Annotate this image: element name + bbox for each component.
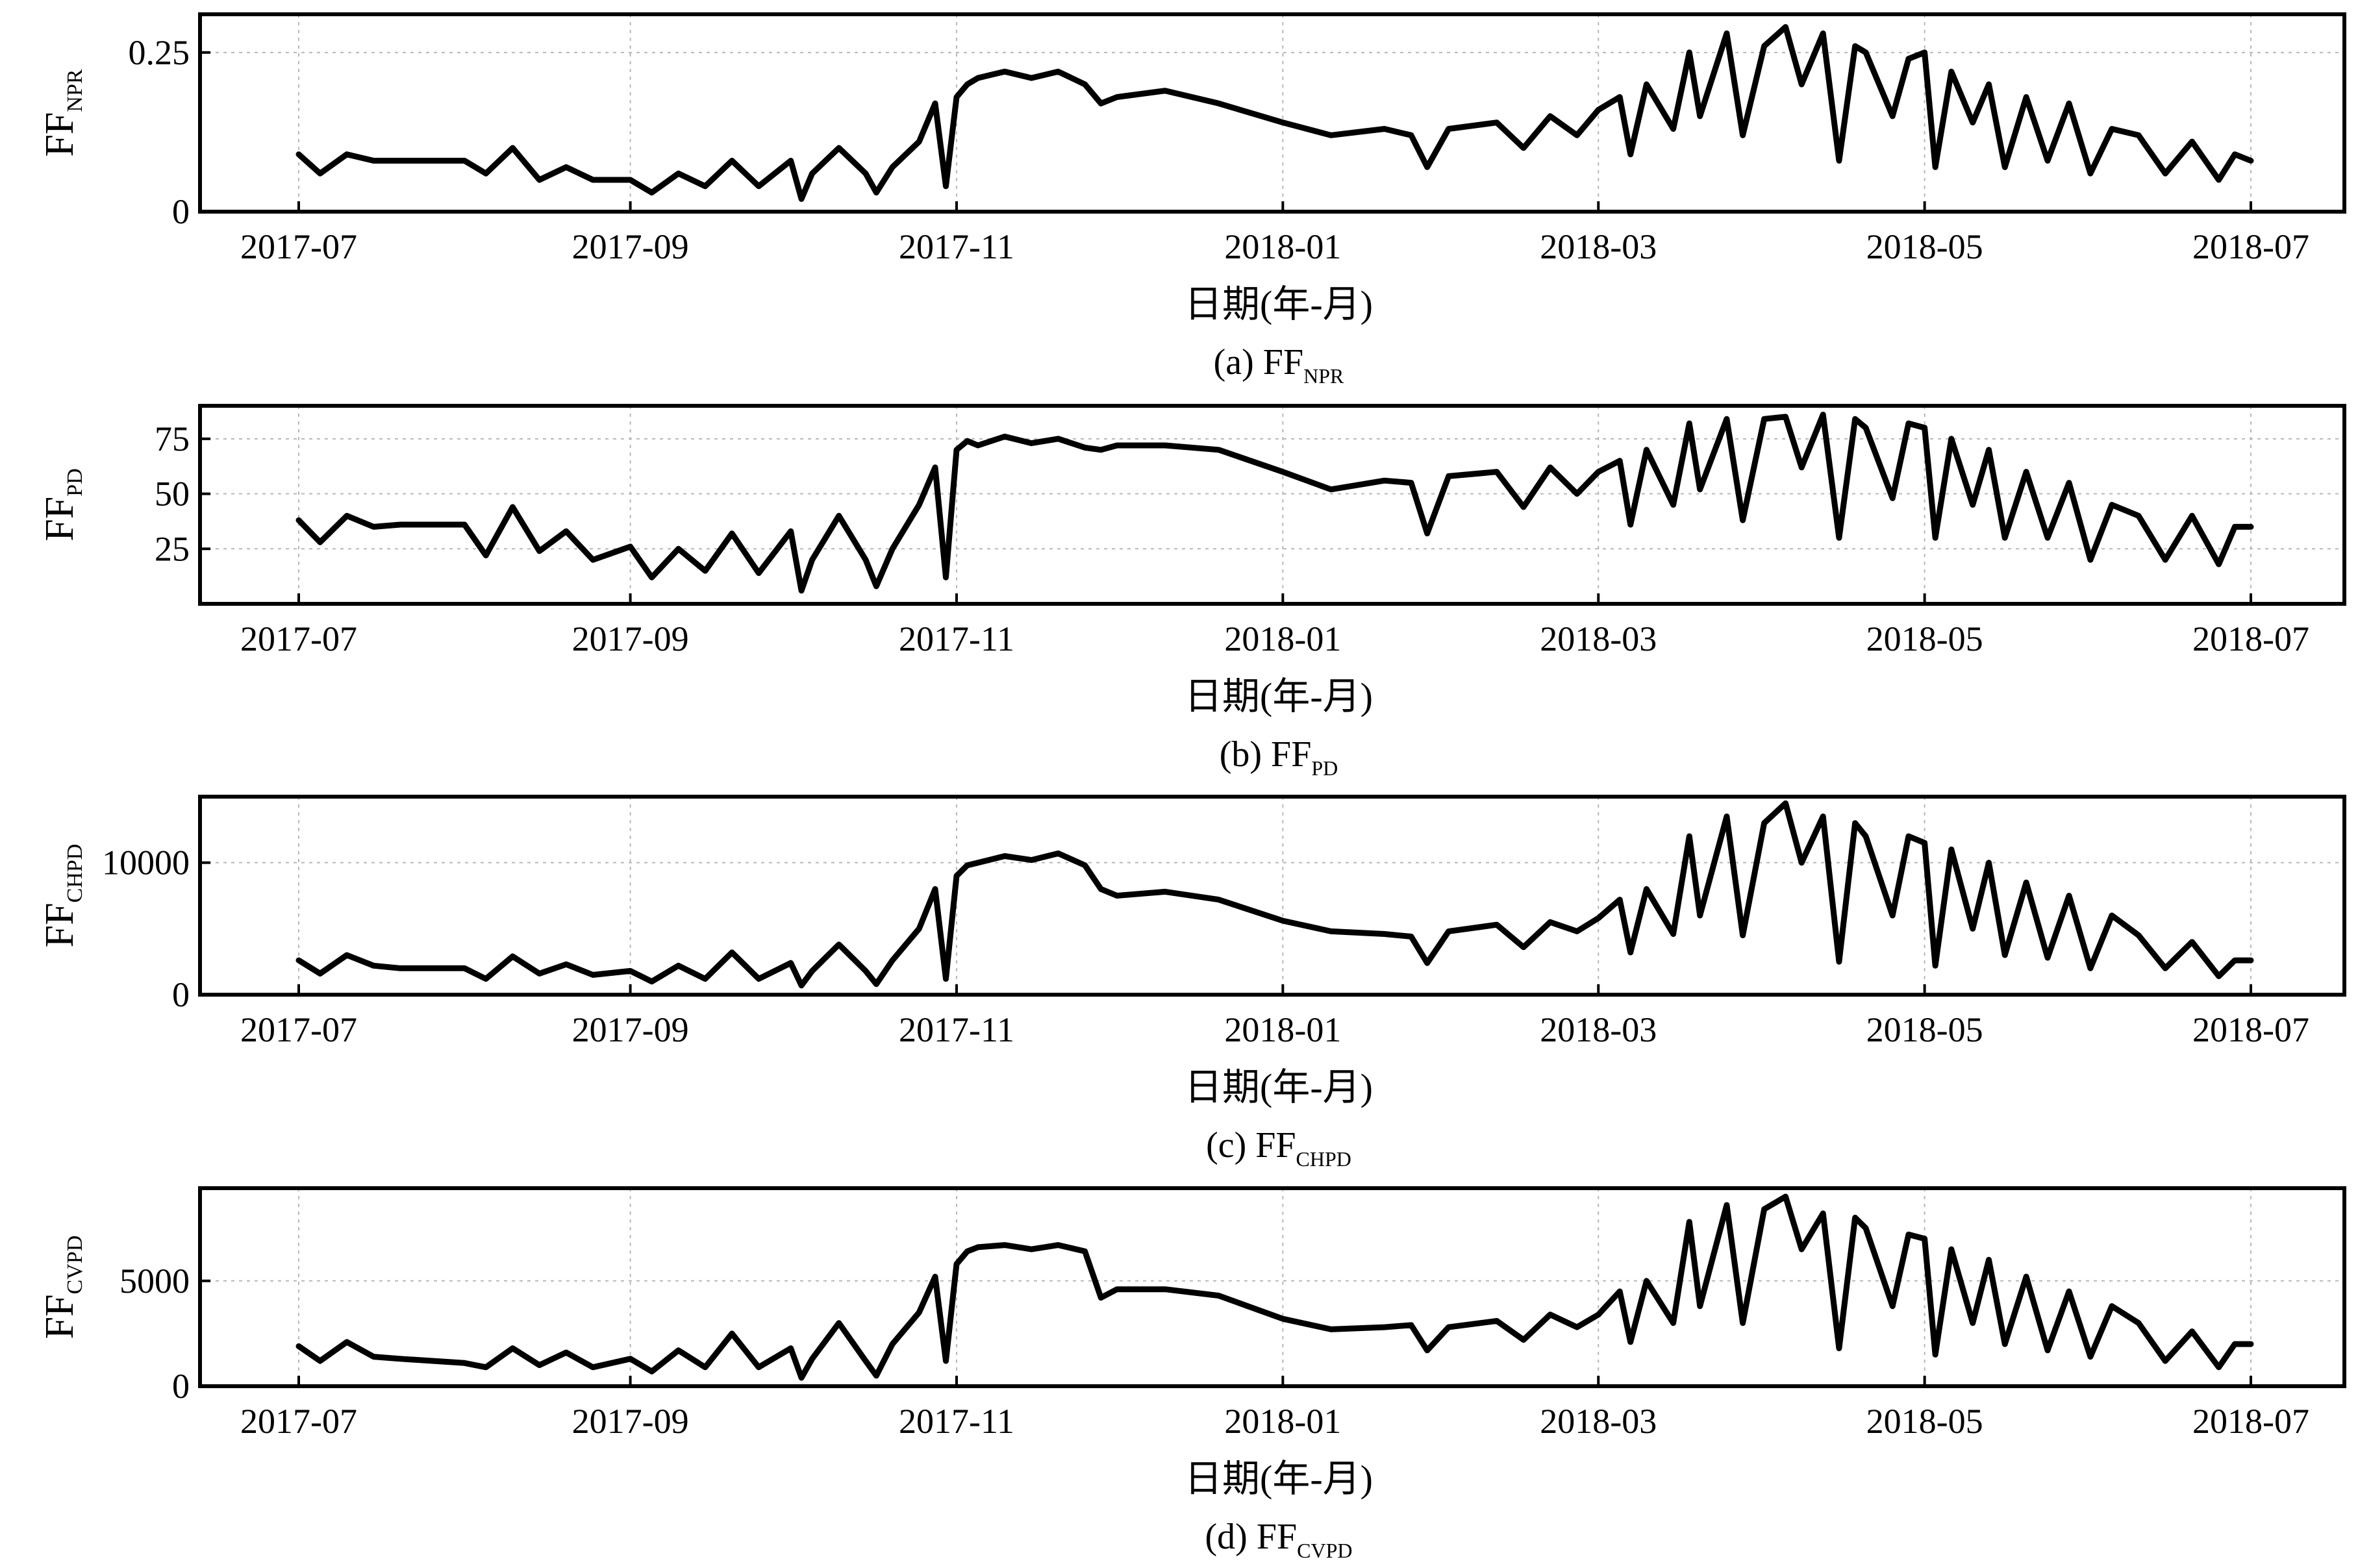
series-line [295, 412, 2254, 594]
panel-caption: (d) FFCVPD [1205, 1517, 1353, 1562]
panel-caption-subscript: PD [1311, 756, 1338, 780]
x-tick-label: 2017-09 [572, 1010, 689, 1049]
y-axis-label-main: FF [38, 1294, 82, 1339]
y-axis-label: FFNPR [38, 69, 87, 156]
x-axis-label: 日期(年-月) [1185, 1458, 1373, 1500]
x-tick-label: 2018-07 [2192, 1402, 2309, 1441]
x-axis-label: 日期(年-月) [1185, 1066, 1373, 1108]
series-line [295, 800, 2254, 989]
x-tick-label: 2018-01 [1224, 1010, 1341, 1049]
y-axis-label-main: FF [38, 497, 82, 541]
x-tick-label: 2018-07 [2192, 1010, 2309, 1049]
y-tick-label: 0.25 [129, 33, 190, 72]
x-tick-label: 2018-05 [1866, 1010, 1983, 1049]
panel-caption-main: (a) FF [1214, 342, 1303, 382]
series-line [295, 1193, 2254, 1381]
y-axis-label: FFPD [38, 468, 87, 541]
x-axis-label: 日期(年-月) [1185, 283, 1373, 325]
x-axis-label: 日期(年-月) [1185, 675, 1373, 717]
panel-caption-subscript: NPR [1303, 364, 1344, 388]
x-tick-label: 2018-03 [1540, 227, 1657, 266]
y-axis-label-subscript: NPR [63, 69, 87, 112]
y-tick-label: 5000 [119, 1262, 190, 1300]
x-tick-label: 2018-05 [1866, 619, 1983, 658]
x-tick-label: 2017-09 [572, 619, 689, 658]
plot-frame [198, 404, 2346, 606]
x-tick-label: 2017-09 [572, 227, 689, 266]
plot-frame [198, 12, 2346, 214]
panel-caption-subscript: CHPD [1296, 1147, 1351, 1171]
x-tick-label: 2018-03 [1540, 1010, 1657, 1049]
panel-caption: (b) FFPD [1220, 734, 1338, 780]
y-axis-label-subscript: PD [63, 468, 87, 496]
panel-caption-subscript: CVPD [1297, 1539, 1352, 1562]
y-tick-label: 10000 [102, 843, 190, 882]
y-tick-label: 75 [155, 419, 190, 458]
series-line [295, 24, 2254, 202]
y-tick-label: 0 [172, 192, 190, 231]
x-tick-label: 2017-07 [240, 619, 357, 658]
x-tick-label: 2017-11 [899, 619, 1014, 658]
x-tick-label: 2018-07 [2192, 619, 2309, 658]
y-axis-label-main: FF [38, 112, 82, 157]
panel-caption-main: (d) FF [1205, 1517, 1298, 1557]
y-tick-label: 0 [172, 1367, 190, 1406]
y-axis-label: FFCVPD [38, 1236, 87, 1339]
plot-frame [198, 1186, 2346, 1388]
panel-2: 2017-07 2017-09 2017-11 2018-01 2018-03 2018-… [38, 404, 2346, 780]
panel-1: 2017-07 2017-09 2017-11 2018-01 2018-03 2018-… [38, 12, 2346, 388]
x-tick-label: 2018-05 [1866, 227, 1983, 266]
x-tick-label: 2017-11 [899, 227, 1014, 266]
x-tick-label: 2018-03 [1540, 619, 1657, 658]
panel-4: 2017-07 2017-09 2017-11 2018-01 2018-03 2018-… [38, 1186, 2346, 1562]
y-tick-label: 25 [155, 529, 190, 568]
x-tick-label: 2017-07 [240, 1402, 357, 1441]
x-tick-label: 2017-07 [240, 1010, 357, 1049]
plot-frame [198, 795, 2346, 997]
x-tick-label: 2018-05 [1866, 1402, 1983, 1441]
panel-caption: (c) FFCHPD [1206, 1125, 1351, 1171]
y-axis-label-subscript: CVPD [63, 1236, 87, 1295]
x-tick-label: 2018-01 [1224, 619, 1341, 658]
x-tick-label: 2018-07 [2192, 227, 2309, 266]
y-axis-label-subscript: CHPD [63, 844, 87, 903]
panel-caption-main: (b) FF [1220, 734, 1312, 775]
y-tick-label: 0 [172, 975, 190, 1014]
x-tick-label: 2017-09 [572, 1402, 689, 1441]
y-tick-label: 50 [155, 475, 190, 514]
x-tick-label: 2018-03 [1540, 1402, 1657, 1441]
panel-caption-main: (c) FF [1206, 1125, 1296, 1165]
x-tick-label: 2017-07 [240, 227, 357, 266]
y-axis-label: FFCHPD [38, 844, 87, 948]
x-tick-label: 2018-01 [1224, 227, 1341, 266]
x-tick-label: 2018-01 [1224, 1402, 1341, 1441]
panel-caption: (a) FFNPR [1214, 342, 1344, 388]
panel-3: 2017-07 2017-09 2017-11 2018-01 2018-03 2018-… [38, 795, 2346, 1171]
x-tick-label: 2017-11 [899, 1010, 1014, 1049]
y-axis-label-main: FF [38, 902, 82, 947]
x-tick-label: 2017-11 [899, 1402, 1014, 1441]
